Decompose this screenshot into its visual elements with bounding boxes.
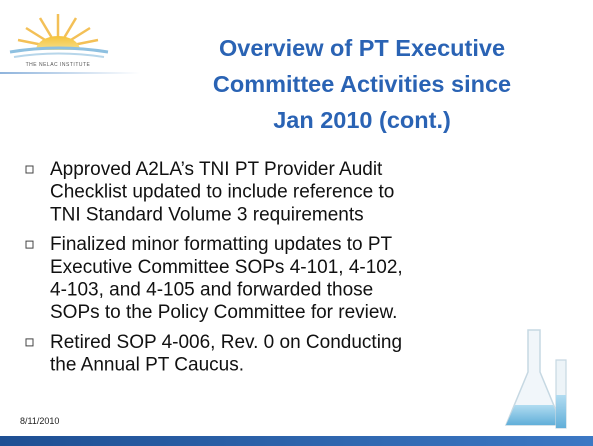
bullet-text: the Annual PT Caucus. bbox=[50, 355, 244, 376]
bullet-text: TNI Standard Volume 3 requirements bbox=[50, 204, 364, 225]
bullet-text: Finalized minor formatting updates to PT bbox=[50, 234, 393, 255]
bullet-text: 4-103, and 4-105 and forwarded those bbox=[50, 280, 373, 301]
bullet-text: Approved A2LA’s TNI PT Provider Audit bbox=[50, 159, 383, 180]
footer-date: 8/11/2010 bbox=[20, 416, 59, 426]
bullet-marker bbox=[25, 338, 34, 347]
bullet-marker bbox=[25, 165, 34, 174]
title-line: Committee Activities since bbox=[213, 71, 511, 97]
beaker-image bbox=[504, 329, 567, 429]
bullet-marker bbox=[25, 240, 34, 249]
bullet-text: Checklist updated to include reference t… bbox=[50, 182, 394, 203]
bullet-text: Retired SOP 4-006, Rev. 0 on Conducting bbox=[50, 332, 402, 353]
bullet-list: Approved A2LA’s TNI PT Provider AuditChe… bbox=[25, 159, 403, 376]
header-rule bbox=[0, 72, 140, 74]
title: Overview of PT Executive Committee Activi… bbox=[213, 35, 511, 133]
title-line: Overview of PT Executive bbox=[219, 35, 505, 61]
bullet-text: Executive Committee SOPs 4-101, 4-102, bbox=[50, 257, 403, 278]
logo-text: THE NELAC INSTITUTE bbox=[26, 62, 91, 68]
title-line: Jan 2010 (cont.) bbox=[273, 107, 451, 133]
logo: THE NELAC INSTITUTE bbox=[9, 14, 109, 68]
footer-bar bbox=[0, 436, 593, 446]
bullet-text: SOPs to the Policy Committee for review. bbox=[50, 302, 397, 323]
